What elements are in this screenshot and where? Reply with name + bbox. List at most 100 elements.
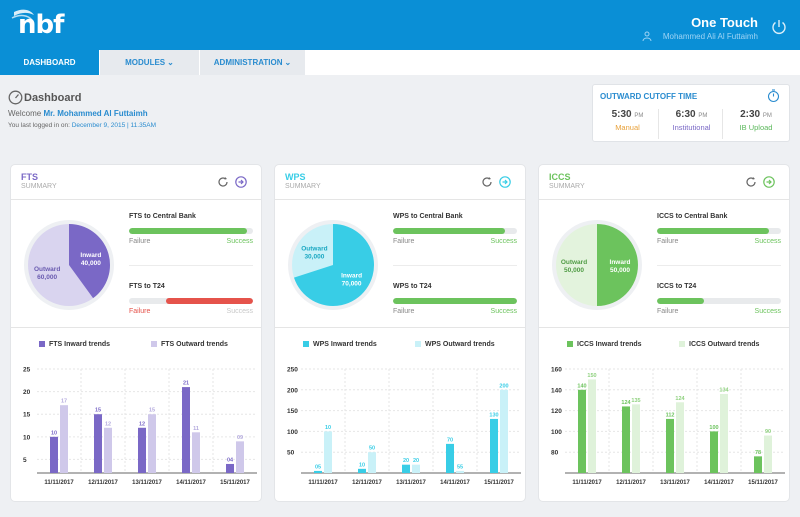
card-divider [275,199,525,200]
success-label: Success [490,238,517,245]
nav-modules-label: MODULES [125,58,166,67]
failure-label: Failure [657,308,679,315]
bar-value-label: 78 [755,450,761,456]
bar-outward[interactable] [192,432,200,473]
bar-outward[interactable] [720,393,728,473]
bar-inward[interactable] [402,464,410,473]
bar-inward[interactable] [182,387,190,473]
nav-modules[interactable]: MODULES ⌄ [100,50,200,75]
pie-slice-inward[interactable] [294,224,374,306]
bar-outward[interactable] [500,389,508,473]
chart-legend: ICCS Inward trends ICCS Outward trends [539,341,789,351]
fts-card: FTS SUMMARY Inward 40,000 Outward 60,000 FTS t… [10,164,262,502]
y-tick-label: 20 [23,389,31,396]
success-label: Success [490,308,517,315]
legend-outward[interactable]: ICCS Outward trends [679,341,759,348]
pie-inward-value: 50,000 [610,267,630,274]
bar-inward[interactable] [754,456,762,473]
bar-value-label: 21 [183,381,189,387]
success-fill [393,298,517,304]
failure-label: Failure [657,238,679,245]
bar-outward[interactable] [104,427,112,473]
legend-outward[interactable]: WPS Outward trends [415,341,495,348]
status-bar-block: FTS to T24 Failure Success [129,283,253,323]
bar-inward[interactable] [710,431,718,473]
legend-inward[interactable]: WPS Inward trends [303,341,377,348]
y-tick-label: 25 [23,367,31,374]
x-tick-label: 13/11/2017 [132,480,162,486]
bar-inward[interactable] [490,418,498,473]
bar-inward[interactable] [358,468,366,473]
bar-inward[interactable] [138,427,146,473]
bar-outward[interactable] [324,431,332,473]
bar-inward[interactable] [666,418,674,473]
card-divider [11,199,261,200]
bar-inward[interactable] [94,414,102,473]
success-fill [129,228,247,234]
wps-card: WPS SUMMARY Inward 70,000 Outward 30,000 WPS t… [274,164,526,502]
bar-outward[interactable] [676,402,684,473]
bar-inward[interactable] [50,436,58,473]
nav-administration[interactable]: ADMINISTRATION ⌄ [200,50,306,75]
bar-outward[interactable] [412,464,420,473]
bar-outward[interactable] [456,470,464,473]
pie-outward-label: Outward [34,266,60,273]
status-bar-title: FTS to Central Bank [129,213,196,220]
power-icon[interactable] [770,18,788,36]
bar-outward[interactable] [764,435,772,473]
refresh-icon[interactable] [217,176,229,188]
pie-inward-label: Inward [610,259,631,266]
pie-slice-inward[interactable] [597,224,638,306]
pie-inward-value: 40,000 [81,260,101,267]
speedometer-icon [8,90,23,105]
last-login-value: December 9, 2015 | 11.35AM [71,122,157,129]
cutoff-time: 5:30 [611,109,632,120]
nav-dashboard-label: DASHBOARD [23,58,76,67]
logo-text[interactable]: nbf [18,10,64,40]
cutoff-label: Manual [615,123,640,132]
status-progress-track [657,228,781,234]
bar-inward[interactable] [622,406,630,473]
bar-outward[interactable] [368,452,376,473]
user-name[interactable]: Mohammed Ali Al Futtaimh [662,32,758,41]
bar-inward[interactable] [578,389,586,473]
bar-outward[interactable] [632,404,640,473]
bar-inward[interactable] [314,470,322,473]
y-tick-label: 15 [23,412,31,419]
legend-inward[interactable]: FTS Inward trends [39,341,110,348]
cutoff-time: 6:30 [675,109,696,120]
trend-chart: 5 10 15 20 25 10 17 11/11/2017 15 12 12/11/2017 12 1… [23,367,257,486]
bar-inward[interactable] [226,463,234,473]
bar-value-label: 10 [325,425,331,431]
y-tick-label: 140 [551,387,562,394]
failure-label: Failure [393,238,415,245]
legend-swatch [303,341,309,347]
y-tick-label: 150 [287,408,298,415]
pie-slice-inward[interactable] [69,224,110,299]
app-title: One Touch [691,15,758,30]
refresh-icon[interactable] [481,176,493,188]
nav-dashboard[interactable]: DASHBOARD [0,50,100,75]
nbf-logo-icon[interactable] [8,6,68,44]
x-tick-label: 15/11/2017 [220,480,250,486]
arrow-right-circle-icon[interactable] [499,176,511,188]
legend-inward[interactable]: ICCS Inward trends [567,341,642,348]
bar-outward[interactable] [148,414,156,473]
bar-outward[interactable] [60,405,68,473]
arrow-right-circle-icon[interactable] [763,176,775,188]
card-divider [275,327,525,328]
legend-outward[interactable]: FTS Outward trends [151,341,228,348]
arrow-right-circle-icon[interactable] [235,176,247,188]
card-title: WPS [285,172,306,182]
refresh-icon[interactable] [745,176,757,188]
x-tick-label: 14/11/2017 [704,480,734,486]
bar-outward[interactable] [236,441,244,473]
bar-outward[interactable] [588,379,596,473]
legend-swatch [679,341,685,347]
bar-value-label: 90 [765,429,771,435]
stopwatch-icon[interactable] [766,88,781,103]
bar-inward[interactable] [446,443,454,473]
